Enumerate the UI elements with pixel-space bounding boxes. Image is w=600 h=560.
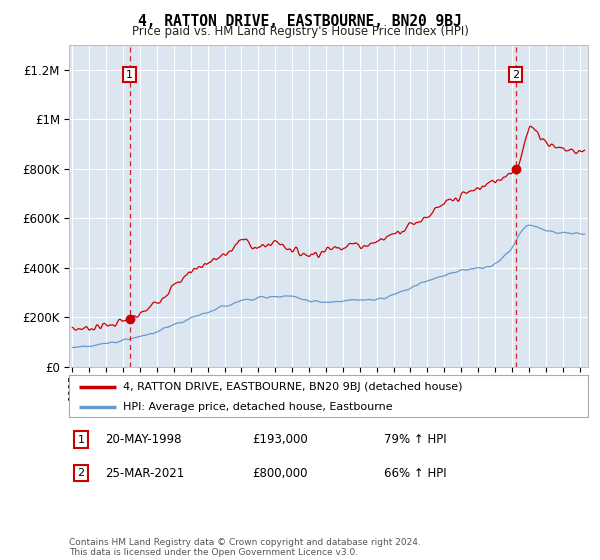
Text: HPI: Average price, detached house, Eastbourne: HPI: Average price, detached house, East…: [124, 402, 393, 412]
Text: 66% ↑ HPI: 66% ↑ HPI: [384, 466, 446, 480]
Text: 79% ↑ HPI: 79% ↑ HPI: [384, 433, 446, 446]
Text: 2: 2: [77, 468, 85, 478]
Text: 4, RATTON DRIVE, EASTBOURNE, BN20 9BJ: 4, RATTON DRIVE, EASTBOURNE, BN20 9BJ: [138, 14, 462, 29]
Text: Contains HM Land Registry data © Crown copyright and database right 2024.
This d: Contains HM Land Registry data © Crown c…: [69, 538, 421, 557]
Text: 1: 1: [126, 69, 133, 80]
Text: 4, RATTON DRIVE, EASTBOURNE, BN20 9BJ (detached house): 4, RATTON DRIVE, EASTBOURNE, BN20 9BJ (d…: [124, 381, 463, 391]
Text: 2: 2: [512, 69, 520, 80]
Text: 25-MAR-2021: 25-MAR-2021: [105, 466, 184, 480]
Text: 20-MAY-1998: 20-MAY-1998: [105, 433, 182, 446]
Text: £800,000: £800,000: [252, 466, 308, 480]
Text: 1: 1: [77, 435, 85, 445]
Text: £193,000: £193,000: [252, 433, 308, 446]
Text: Price paid vs. HM Land Registry's House Price Index (HPI): Price paid vs. HM Land Registry's House …: [131, 25, 469, 38]
